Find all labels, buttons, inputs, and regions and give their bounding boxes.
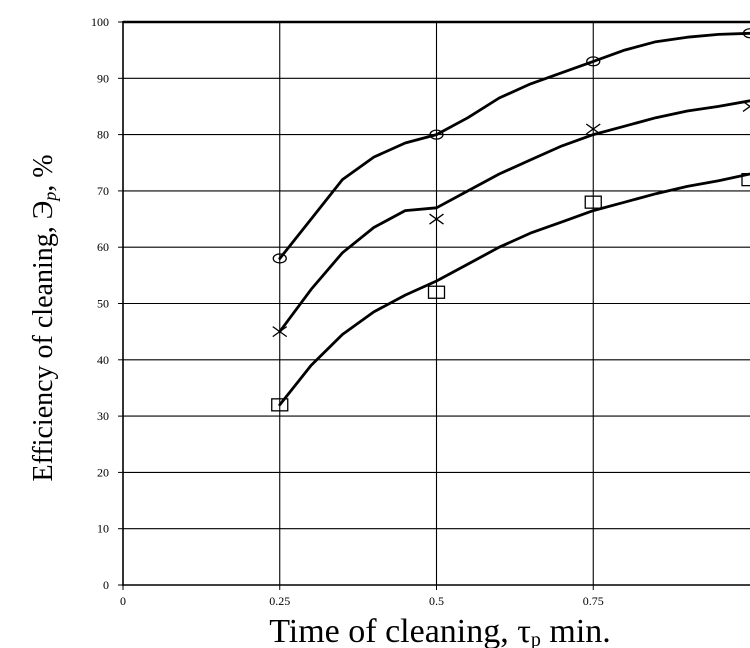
y-tick-label-4: 40 (97, 353, 109, 367)
series-1-point-1 (429, 213, 444, 225)
grid-lines (123, 20, 750, 585)
series-curves (278, 31, 750, 407)
x-axis-title: Time of cleaning, τp min. (269, 613, 611, 648)
series-2-point-3 (741, 172, 750, 187)
x-axis-title-unit: min. (541, 613, 611, 648)
y-tick-labels: 0 10 20 30 40 50 60 70 80 90 100 (91, 15, 123, 592)
series-1-point-3-stroke-a (742, 100, 750, 108)
x-axis-title-sub: p (531, 629, 541, 648)
y-tick-label-2: 20 (97, 465, 109, 479)
y-axis-title-unit: , % (28, 154, 59, 191)
y-axis-title-sub: p (40, 192, 60, 203)
y-axis-title: Efficiency of cleaning, Эp, % (28, 154, 60, 481)
y-tick-label-8: 80 (97, 128, 109, 142)
series-2-point-1 (427, 285, 446, 299)
x-tick-label-3: 0.75 (583, 594, 604, 608)
y-axis-title-main: Efficiency of cleaning, Э (28, 201, 59, 482)
series-2-point-0 (271, 398, 289, 412)
y-tick-label-9: 90 (97, 71, 109, 85)
series-1-line (278, 99, 750, 334)
series-1-point-2 (585, 123, 601, 135)
series-1-point-3-stroke-b (742, 105, 750, 112)
y-tick-label-0: 0 (103, 578, 109, 592)
x-axis-title-main: Time of cleaning, τ (269, 613, 531, 648)
series-0-point-3 (742, 28, 750, 39)
y-tick-label-5: 50 (97, 297, 109, 311)
series-markers (271, 28, 750, 412)
x-tick-label-2: 0.5 (429, 594, 444, 608)
series-1-point-2-stroke-b (585, 123, 601, 135)
x-tick-label-1: 0.25 (269, 594, 290, 608)
series-0-point-2 (586, 56, 601, 67)
y-tick-label-10: 100 (91, 15, 109, 29)
series-1-point-0-stroke-b (272, 326, 288, 338)
series-0-point-0 (272, 253, 287, 264)
series-2-line (278, 172, 750, 407)
series-1-point-3 (742, 100, 750, 112)
series-0-line (278, 31, 750, 260)
series-1-point-1-stroke-b (429, 213, 444, 225)
y-tick-label-6: 60 (97, 240, 109, 254)
y-tick-label-7: 70 (97, 184, 109, 198)
x-tick-label-0: 0 (120, 594, 126, 608)
y-tick-label-1: 10 (97, 522, 109, 536)
y-tick-label-3: 30 (97, 409, 109, 423)
x-tick-labels: 0 0.25 0.5 0.75 (120, 585, 604, 608)
series-0-point-1 (429, 129, 444, 140)
series-2-point-2 (584, 195, 602, 209)
series-1-point-0 (272, 326, 288, 338)
